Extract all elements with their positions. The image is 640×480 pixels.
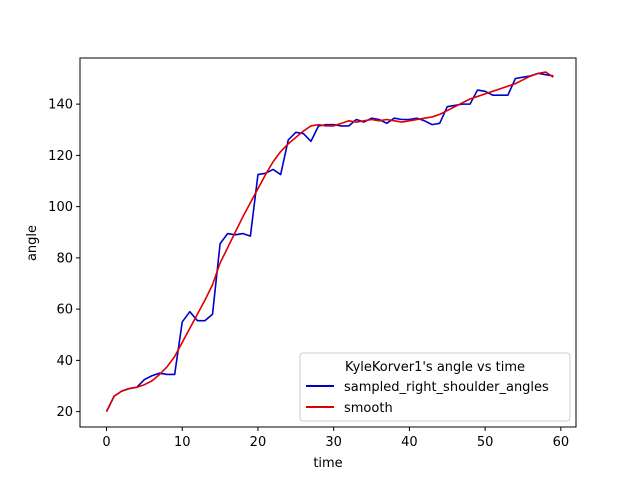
- y-tick-label: 80: [56, 251, 73, 266]
- legend-box: [299, 352, 571, 422]
- x-tick-label: 50: [477, 435, 494, 450]
- x-tick-label: 0: [102, 435, 110, 450]
- series-layer: [105, 71, 554, 412]
- x-tick-label: 40: [401, 435, 418, 450]
- x-axis-ticks: 0 10 20 30 40 50 60: [102, 427, 569, 450]
- x-tick-label: 10: [174, 435, 191, 450]
- legend-label-sampled: sampled_right_shoulder_angles: [344, 380, 549, 395]
- y-tick-label: 60: [56, 303, 73, 318]
- y-axis-ticks: 20 40 60 80 100 120 140: [48, 98, 80, 420]
- legend-label-smooth: smooth: [344, 401, 393, 416]
- y-tick-label: 140: [48, 98, 73, 113]
- y-tick-label: 40: [56, 354, 73, 369]
- y-tick-label: 20: [56, 405, 73, 420]
- legend-title: KyleKorver1's angle vs time: [345, 360, 525, 375]
- x-tick-label: 20: [250, 435, 267, 450]
- y-tick-label: 100: [48, 200, 73, 215]
- plot-frame: [79, 57, 577, 428]
- x-tick-label: 60: [553, 435, 570, 450]
- y-axis-label: angle: [25, 225, 40, 261]
- x-tick-label: 30: [325, 435, 342, 450]
- y-tick-label: 120: [48, 149, 73, 164]
- series-line-smooth: [105, 71, 554, 412]
- series-line-sampled: [105, 72, 554, 412]
- x-axis-label: time: [313, 456, 342, 471]
- legend: KyleKorver1's angle vs time sampled_righ…: [299, 352, 571, 422]
